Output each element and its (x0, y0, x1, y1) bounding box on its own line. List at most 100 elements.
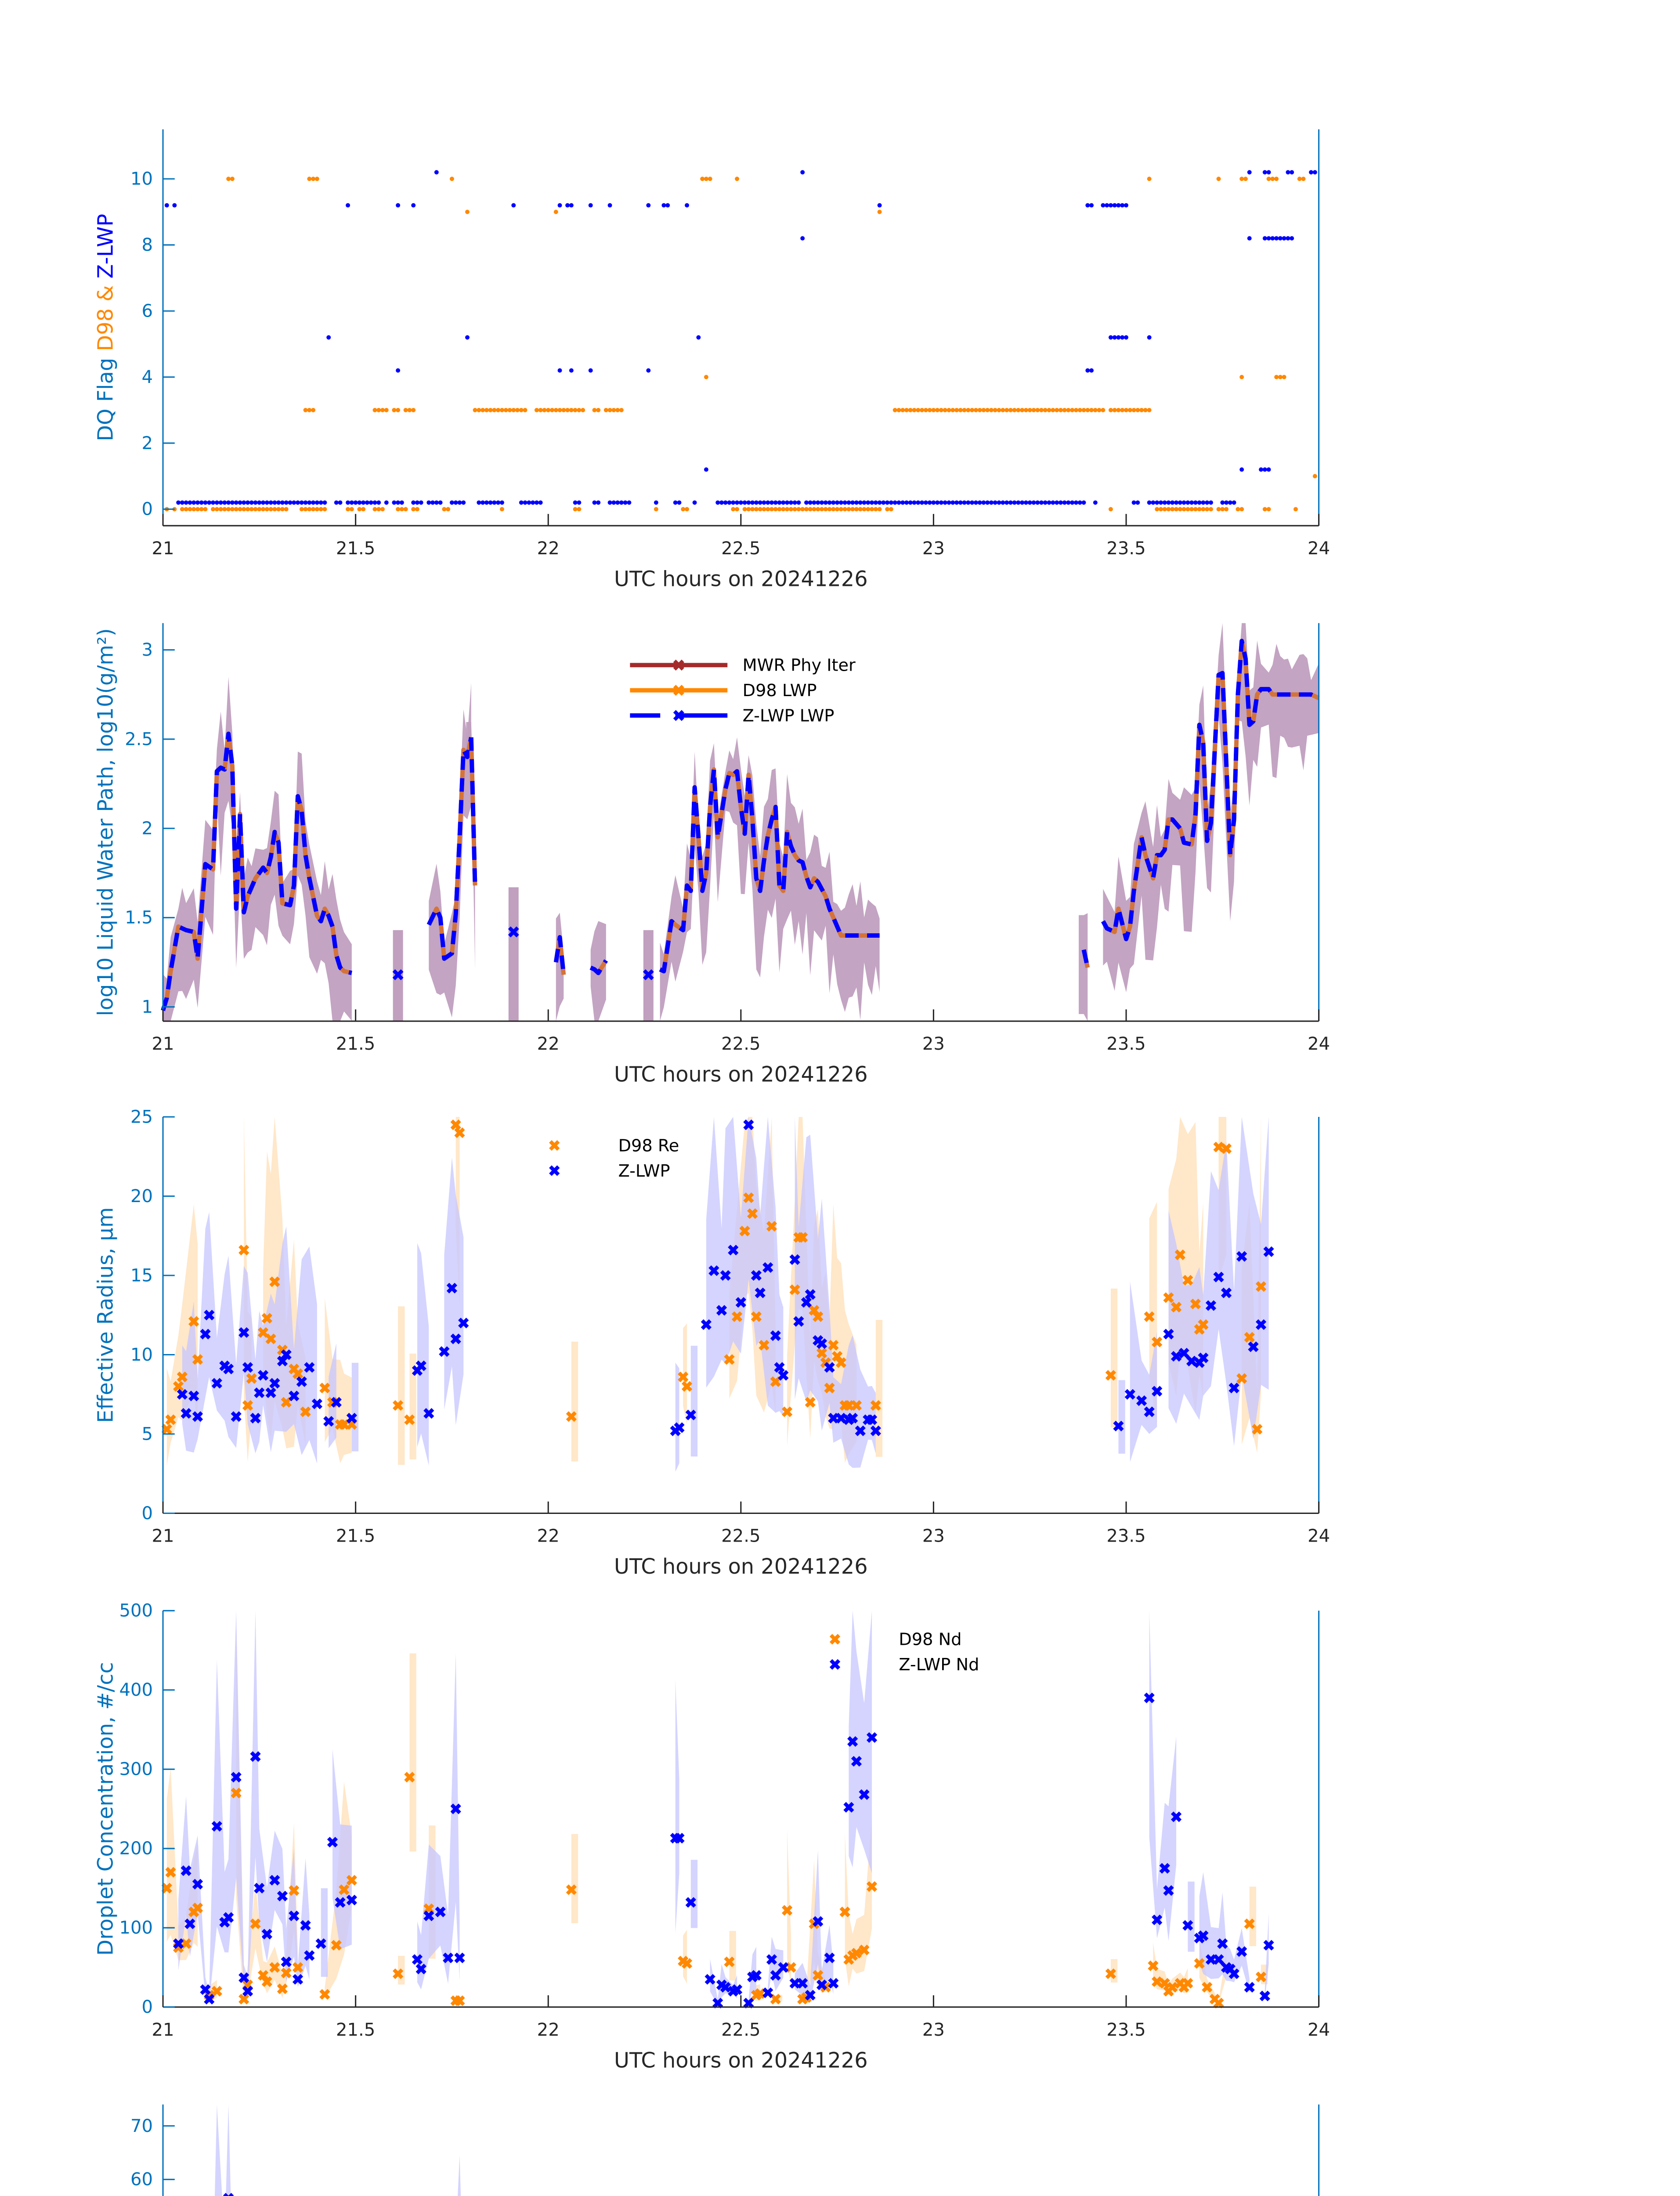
flag-point (303, 507, 308, 512)
flag-point (1116, 408, 1121, 412)
flag-point (1124, 335, 1128, 340)
flag-point (607, 203, 612, 208)
flag-point (1027, 408, 1032, 412)
zlwp-point (1213, 1954, 1224, 1965)
y-tick-label: 1 (142, 997, 153, 1017)
flag-point (823, 507, 828, 512)
flag-point (1120, 408, 1125, 412)
flag-point (349, 500, 354, 505)
d98-point (1144, 1311, 1155, 1322)
flag-point (731, 507, 736, 512)
flag-point (935, 408, 940, 412)
d98-point (851, 1400, 862, 1411)
flag-point (550, 408, 554, 412)
flag-point (249, 500, 254, 505)
flag-point (284, 507, 289, 512)
zlwp-point (181, 1408, 191, 1419)
y-tick-label: 1.5 (125, 908, 153, 928)
flag-point (1201, 500, 1206, 505)
flag-point (904, 500, 909, 505)
d98-point (404, 1414, 415, 1425)
flag-point (842, 500, 847, 505)
flag-point (357, 507, 362, 512)
flag-point (611, 408, 616, 412)
flag-point (276, 500, 281, 505)
flag-point (311, 500, 316, 505)
flag-point (1266, 467, 1271, 472)
zlwp-point (705, 1974, 715, 1985)
flag-point (573, 500, 578, 505)
x-tick-label: 22.5 (721, 1526, 760, 1546)
flag-point (654, 507, 658, 512)
flag-point (742, 500, 747, 505)
flag-point (322, 507, 327, 512)
flag-point (1016, 500, 1021, 505)
y-tick-label: 5 (142, 1424, 153, 1444)
legend-marker (829, 1659, 841, 1670)
flag-point (850, 507, 855, 512)
flag-point (873, 507, 878, 512)
y-tick-label: 4 (142, 367, 153, 387)
flag-point (569, 203, 574, 208)
flag-point (1170, 507, 1175, 512)
d98-point (454, 1127, 465, 1138)
flag-point (188, 507, 192, 512)
d98-point (566, 1411, 577, 1422)
zlwp-point (728, 1245, 739, 1256)
x-tick-label: 22 (537, 1526, 560, 1546)
flag-point (1035, 408, 1040, 412)
flag-point (788, 500, 793, 505)
uncertainty-band (398, 1306, 405, 1465)
zlwp-point (824, 1952, 835, 1964)
flag-point (238, 507, 242, 512)
y-tick-label: 70 (130, 2116, 153, 2136)
d98-point (797, 1232, 808, 1243)
flag-point (1089, 408, 1094, 412)
d98-point (1152, 1336, 1163, 1347)
flag-point (746, 500, 751, 505)
flag-point (399, 507, 404, 512)
flag-point (488, 408, 493, 412)
flag-point (519, 500, 524, 505)
flag-point (873, 500, 878, 505)
flag-point (519, 408, 524, 412)
flag-point (1216, 507, 1221, 512)
uncertainty-band (571, 1341, 578, 1462)
zlwp-point (450, 1803, 461, 1814)
flag-point (280, 507, 285, 512)
flag-point (577, 500, 582, 505)
flag-point (380, 408, 385, 412)
flag-point (403, 408, 408, 412)
zlwp-point (1152, 1386, 1163, 1397)
flag-point (1185, 507, 1190, 512)
flag-point (812, 507, 817, 512)
flag-point (943, 500, 947, 505)
y-tick-label: 0 (142, 1503, 153, 1524)
zlwp-point (674, 1422, 685, 1433)
flag-point (704, 375, 708, 379)
legend-label: D98 Re (618, 1136, 679, 1156)
y-axis-label: DQ Flag D98 & Z-LWP (94, 214, 118, 441)
flag-point (966, 500, 971, 505)
legend-label: D98 Nd (899, 1630, 961, 1650)
d98-point (789, 1284, 800, 1295)
uncertainty-band (1188, 1882, 1195, 1952)
flag-point (511, 203, 516, 208)
zlwp-point (311, 1398, 323, 1409)
flag-point (1266, 507, 1271, 512)
zlwp-point (184, 1918, 195, 1929)
flag-point (900, 500, 905, 505)
flag-point (842, 507, 847, 512)
flag-point (430, 500, 435, 505)
flag-point (1236, 507, 1240, 512)
flag-point (211, 500, 216, 505)
flag-point (800, 236, 805, 241)
zlwp-lwp-marker (392, 969, 404, 980)
uncertainty-band (236, 1619, 298, 2004)
flag-point (1247, 236, 1252, 241)
flag-point (264, 500, 269, 505)
zlwp-point (269, 1875, 280, 1886)
flag-point (238, 500, 242, 505)
flag-point (1020, 500, 1025, 505)
